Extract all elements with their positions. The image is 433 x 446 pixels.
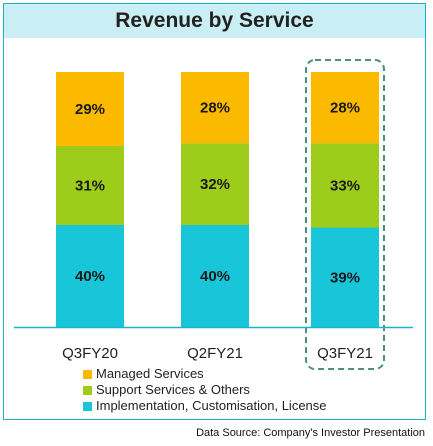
chart-title: Revenue by Service	[115, 9, 314, 32]
bar-segment-q3fy21-s1	[311, 143, 379, 228]
legend-swatch-support-services	[83, 385, 92, 395]
data-label-q3fy20-s2: 29%	[75, 101, 105, 118]
bar-segment-q3fy20-s0	[56, 225, 124, 327]
bar-segment-q2fy21-s1	[181, 143, 249, 225]
data-label-q3fy21-s0: 39%	[330, 269, 360, 286]
highlight-box	[305, 59, 385, 370]
legend-item-support-services: Support Services & Others	[83, 382, 327, 398]
category-label-q3fy21: Q3FY21	[317, 345, 373, 362]
legend-swatch-implementation	[83, 401, 92, 411]
legend-item-implementation: Implementation, Customisation, License	[83, 398, 327, 414]
data-label-q3fy20-s1: 31%	[75, 177, 105, 194]
legend-swatch-managed-services	[83, 369, 92, 379]
data-label-q2fy21-s1: 32%	[200, 176, 230, 193]
bar-segment-q3fy20-s2	[56, 72, 124, 146]
data-label-q3fy21-s2: 28%	[330, 100, 360, 117]
data-label-q3fy20-s0: 40%	[75, 268, 105, 285]
bar-segment-q2fy21-s2	[181, 72, 249, 144]
bar-segment-q3fy21-s2	[311, 72, 379, 144]
bar-segment-q2fy21-s0	[181, 225, 249, 327]
source-note: Data Source: Company's Investor Presenta…	[196, 427, 425, 439]
legend-label-support-services: Support Services & Others	[96, 382, 250, 397]
title-band: Revenue by Service	[4, 4, 425, 38]
legend-item-managed-services: Managed Services	[83, 366, 327, 382]
legend-label-implementation: Implementation, Customisation, License	[96, 398, 327, 413]
bar-segment-q3fy20-s1	[56, 145, 124, 225]
category-label-q2fy21: Q2FY21	[187, 345, 243, 362]
legend: Managed Services Support Services & Othe…	[83, 366, 327, 414]
data-label-q2fy21-s2: 28%	[200, 100, 230, 117]
bar-segment-q3fy21-s0	[311, 227, 379, 327]
category-label-q3fy20: Q3FY20	[62, 345, 118, 362]
data-label-q3fy21-s1: 33%	[330, 177, 360, 194]
chart-plot: 40% 31% 29% Q3FY20 40% 32% 28% Q2FY21 39% 33% 28% Q…	[14, 59, 413, 370]
legend-label-managed-services: Managed Services	[96, 366, 204, 381]
data-label-q2fy21-s0: 40%	[200, 268, 230, 285]
